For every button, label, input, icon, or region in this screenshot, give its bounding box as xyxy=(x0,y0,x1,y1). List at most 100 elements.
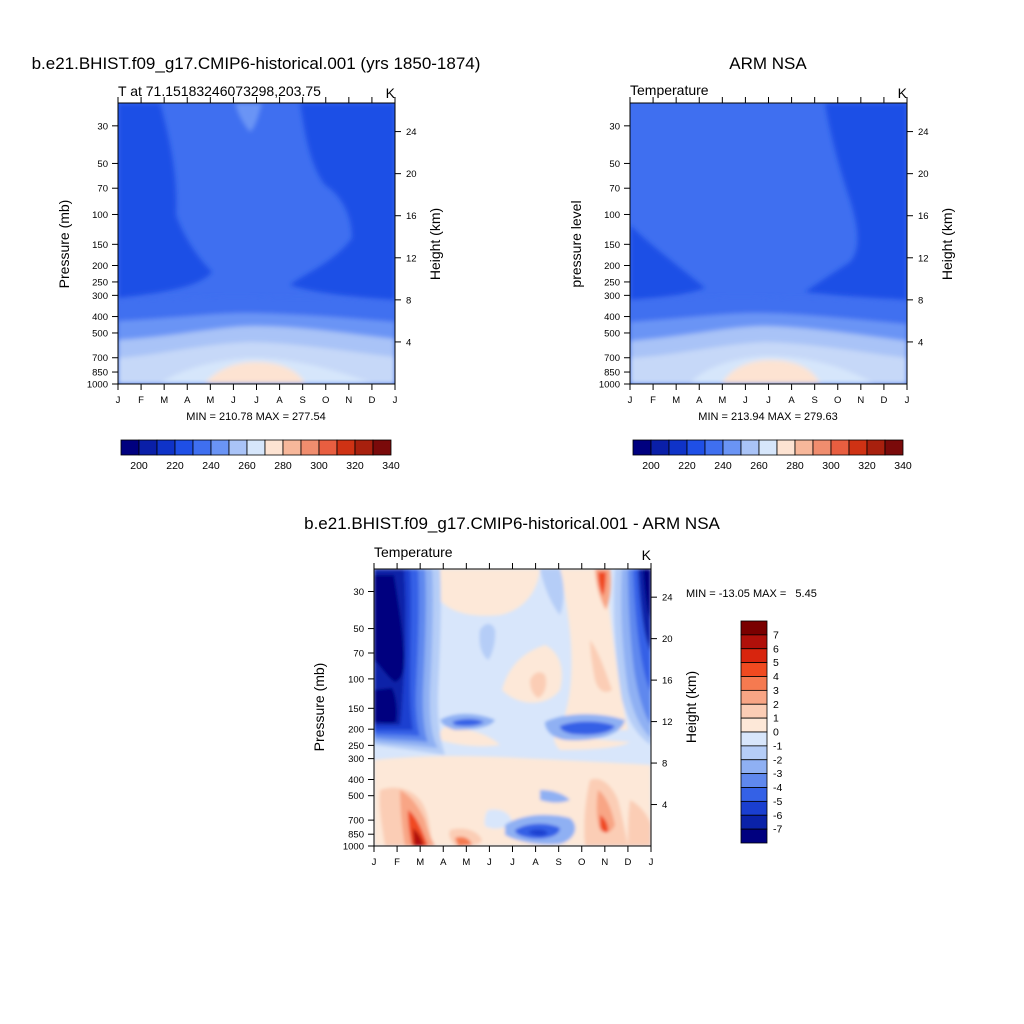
panel-model-subtitle: T at 71.15183246073298,203.75 xyxy=(118,83,321,99)
panel-obs-colorbar-box xyxy=(884,439,904,456)
panel-model-y-tick-label: 50 xyxy=(97,159,108,170)
panel-diff-colorbar-box xyxy=(740,773,768,788)
panel-model-x-tick-label: A xyxy=(276,395,283,406)
panel-obs-colorbar-box xyxy=(794,439,814,456)
panel-model: b.e21.BHIST.f09_g17.CMIP6-historical.001… xyxy=(32,54,481,472)
panel-model-y-tick-label: 850 xyxy=(92,368,108,379)
panel-diff-y-tick-label: 500 xyxy=(348,791,364,802)
panel-obs-x-tick-label: N xyxy=(857,395,864,406)
panel-diff-colorbar-box xyxy=(740,814,768,830)
panel-model-x-tick-label: S xyxy=(299,395,305,406)
panel-diff-colorbar-label: 7 xyxy=(773,629,779,641)
panel-model-x-tick-label: J xyxy=(393,395,398,406)
panel-model-y-right-tick-label: 16 xyxy=(406,211,417,222)
panel-obs-colorbar-label: 260 xyxy=(750,460,768,472)
panel-diff-y-tick-label: 400 xyxy=(348,775,364,786)
panel-diff-colorbar-box xyxy=(740,731,768,747)
panel-model-y-tick-label: 30 xyxy=(97,121,108,132)
panel-diff-colorbar-label: 2 xyxy=(773,699,779,711)
panel-diff-x-tick-label: S xyxy=(555,857,561,868)
panel-obs-x-tick-label: O xyxy=(834,395,841,406)
panel-diff-colorbar-box xyxy=(740,745,768,761)
panel-model-colorbar-box xyxy=(318,439,338,456)
panel-obs-y-tick-label: 70 xyxy=(609,184,620,195)
panel-obs-y-tick-label: 200 xyxy=(604,261,620,272)
panel-obs-y-tick-label: 300 xyxy=(604,291,620,302)
panel-obs-y-tick-label: 850 xyxy=(604,368,620,379)
panel-diff-stats: MIN = -13.05 MAX = 5.45 xyxy=(686,588,817,600)
panel-diff-subtitle: Temperature xyxy=(374,544,453,560)
panel-model-colorbar-label: 320 xyxy=(346,460,364,472)
panel-model-y-right-tick-label: 24 xyxy=(406,127,417,138)
panel-diff-colorbar-label: -2 xyxy=(773,754,782,766)
panel-model-y-tick-label: 300 xyxy=(92,291,108,302)
panel-diff-y-right-tick-label: 4 xyxy=(662,800,667,811)
panel-diff-y-tick-label: 100 xyxy=(348,674,364,685)
panel-model-colorbar-box xyxy=(174,439,194,456)
panel-obs-colorbar-label: 200 xyxy=(642,460,660,472)
panel-diff-y-tick-label: 250 xyxy=(348,741,364,752)
panel-model-colorbar-box xyxy=(138,439,158,456)
panel-obs-colorbar: 200 220 240 260 280 300 320 340 xyxy=(632,439,912,472)
panel-model-ylabel-right: Height (km) xyxy=(427,208,443,280)
panel-obs-y-tick-label: 500 xyxy=(604,328,620,339)
panel-model-colorbar-label: 260 xyxy=(238,460,256,472)
panel-model-y-right-tick-label: 20 xyxy=(406,169,417,180)
panel-diff-y-tick-label: 200 xyxy=(348,725,364,736)
panel-model-x-tick-label: M xyxy=(206,395,214,406)
panel-diff-colorbar-box xyxy=(740,662,768,677)
panel-obs-colorbar-box xyxy=(686,439,706,456)
panel-model-colorbar-label: 220 xyxy=(166,460,184,472)
panel-model-y-tick-label: 700 xyxy=(92,353,108,364)
panel-diff: b.e21.BHIST.f09_g17.CMIP6-historical.001… xyxy=(304,514,817,868)
panel-obs-units: K xyxy=(898,85,908,101)
panel-model-x-tick-label: J xyxy=(116,395,121,406)
panel-diff-colorbar-label: 0 xyxy=(773,727,779,739)
panel-model-colorbar-label: 300 xyxy=(310,460,328,472)
panel-obs-colorbar-label: 280 xyxy=(786,460,804,472)
panel-obs-colorbar-box xyxy=(812,439,832,456)
panel-diff-x-tick-label: J xyxy=(649,857,654,868)
panel-obs-x-tick-label: A xyxy=(696,395,703,406)
panel-diff-y-right-tick-label: 20 xyxy=(662,634,673,645)
panel-obs-y-right-tick-label: 24 xyxy=(918,127,929,138)
panel-model-x-tick-label: J xyxy=(231,395,236,406)
panel-diff-colorbar: 7 6 5 4 3 2 1 0-1 -2 -3 -4 -5 -6 -7 xyxy=(740,620,782,844)
panel-obs-ylabel-right: Height (km) xyxy=(939,208,955,280)
panel-model-colorbar-label: 240 xyxy=(202,460,220,472)
panel-obs-x-tick-label: M xyxy=(672,395,680,406)
panel-diff-contours xyxy=(374,569,651,846)
panel-obs-y-ticks-right: 24 20 16 12 8 4 xyxy=(907,127,929,348)
panel-diff-colorbar-label: -1 xyxy=(773,740,782,752)
panel-diff-colorbar-box xyxy=(740,689,768,705)
panel-diff-y-right-tick-label: 24 xyxy=(662,593,673,604)
panel-model-contours xyxy=(118,103,395,384)
panel-diff-ylabel-right: Height (km) xyxy=(683,671,699,743)
panel-model-ylabel: Pressure (mb) xyxy=(56,200,72,289)
panel-obs-y-tick-label: 50 xyxy=(609,159,620,170)
panel-model-y-tick-label: 400 xyxy=(92,312,108,323)
panel-diff-x-tick-label: M xyxy=(462,857,470,868)
panel-model-colorbar-box xyxy=(210,439,230,456)
panel-obs-y-tick-label: 30 xyxy=(609,121,620,132)
panel-obs-y-right-tick-label: 16 xyxy=(918,211,929,222)
panel-obs-x-tick-label: F xyxy=(650,395,656,406)
panel-obs-x-tick-label: J xyxy=(743,395,748,406)
panel-obs-stats: MIN = 213.94 MAX = 279.63 xyxy=(698,411,837,423)
panel-obs-y-right-tick-label: 8 xyxy=(918,295,923,306)
panel-model-y-tick-label: 150 xyxy=(92,240,108,251)
panel-model-colorbar-box xyxy=(246,439,266,456)
panel-diff-colorbar-box xyxy=(740,828,768,844)
panel-obs-y-tick-label: 100 xyxy=(604,210,620,221)
panel-obs-colorbar-box xyxy=(848,439,868,456)
panel-obs-y-right-tick-label: 20 xyxy=(918,169,929,180)
panel-diff-y-ticks-right: 24 20 16 12 8 4 xyxy=(651,593,673,811)
panel-obs-colorbar-box xyxy=(758,439,778,456)
panel-obs-x-tick-label: J xyxy=(628,395,633,406)
panel-diff-colorbar-box xyxy=(740,800,768,816)
panel-diff-colorbar-label: 1 xyxy=(773,713,779,725)
panel-diff-y-tick-label: 1000 xyxy=(343,842,364,853)
